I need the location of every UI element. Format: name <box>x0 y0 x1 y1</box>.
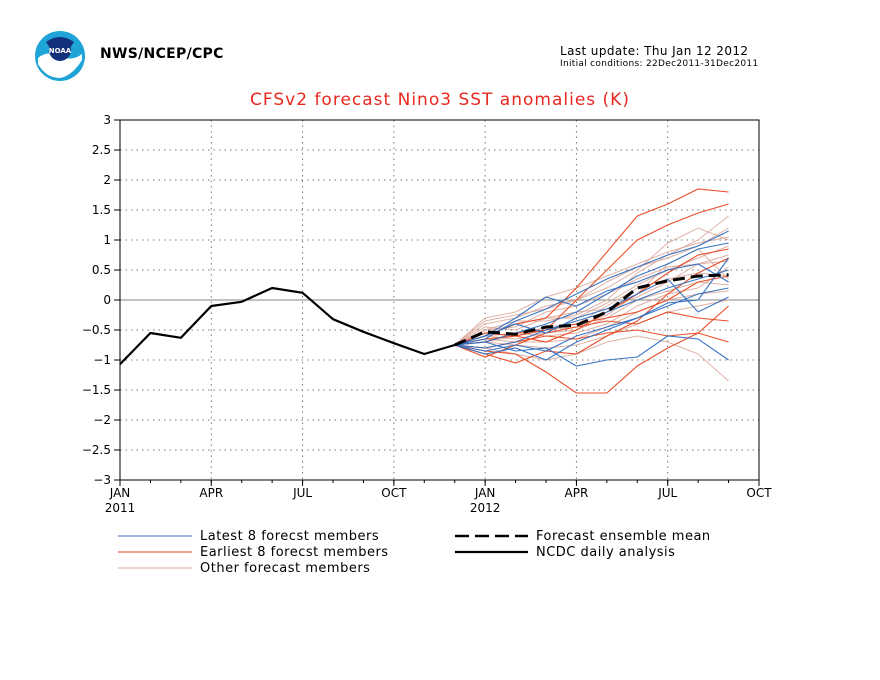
earliest-member-line <box>454 275 729 346</box>
x-tick-label: APR <box>565 486 589 500</box>
legend-label-analysis: NCDC daily analysis <box>536 545 675 560</box>
other-member-line <box>454 290 729 346</box>
series-lines <box>119 188 730 394</box>
y-tick-label: −1.5 <box>82 383 111 397</box>
other-member-line <box>454 248 729 346</box>
x-tick-label: JAN <box>109 486 131 500</box>
latest-member-line <box>454 242 729 346</box>
chart-title: CFSv2 forecast Nino3 SST anomalies (K) <box>250 90 630 110</box>
y-tick-label: 0 <box>103 293 111 307</box>
plot-frame <box>119 119 760 481</box>
y-tick-label: 1.5 <box>92 203 111 217</box>
x-tick-label: JUL <box>292 486 312 500</box>
x-tick-label: APR <box>199 486 223 500</box>
other-member-line <box>454 227 729 346</box>
last-update-text: Last update: Thu Jan 12 2012 <box>560 44 749 58</box>
x-year-label: 2012 <box>470 501 501 515</box>
x-tick-label: OCT <box>381 486 407 500</box>
y-tick-label: 2.5 <box>92 143 111 157</box>
earliest-member-line <box>454 305 729 394</box>
earliest-member-line <box>454 248 729 346</box>
agency-label: NWS/NCEP/CPC <box>100 46 224 62</box>
y-tick-label: 0.5 <box>92 263 111 277</box>
y-tick-label: 2 <box>103 173 111 187</box>
y-tick-label: 1 <box>103 233 111 247</box>
latest-member-line <box>454 269 729 349</box>
x-year-label: 2011 <box>105 501 136 515</box>
latest-member-line <box>454 278 729 346</box>
legend-label-latest: Latest 8 forecst members <box>200 529 379 544</box>
y-tick-label: −3 <box>93 473 111 487</box>
svg-text:NOAA: NOAA <box>49 47 72 55</box>
y-tick-label: −2 <box>93 413 111 427</box>
legend-label-mean: Forecast ensemble mean <box>536 529 711 544</box>
grid-lines <box>120 120 759 480</box>
other-member-line <box>454 215 729 346</box>
latest-member-line <box>454 335 729 367</box>
x-tick-label: JUL <box>657 486 677 500</box>
latest-member-line <box>454 257 730 361</box>
other-member-line <box>454 260 729 346</box>
other-member-line <box>454 299 729 349</box>
y-tick-label: −0.5 <box>82 323 111 337</box>
x-tick-label: JAN <box>474 486 496 500</box>
y-tick-label: −2.5 <box>82 443 111 457</box>
other-member-line <box>454 227 729 346</box>
y-tick-label: −1 <box>93 353 111 367</box>
ncdc-analysis-line <box>119 286 456 365</box>
x-tick-label: OCT <box>746 486 772 500</box>
legend-label-earliest: Earliest 8 forecst members <box>200 545 389 560</box>
legend-label-other: Other forecast members <box>200 561 370 576</box>
ensemble-mean-line <box>454 273 729 347</box>
noaa-logo: NOAA <box>34 30 86 82</box>
y-tick-label: 3 <box>103 113 111 127</box>
latest-member-line <box>454 287 729 352</box>
latest-member-line <box>454 263 729 346</box>
initial-conditions-text: Initial conditions: 22Dec2011-31Dec2011 <box>560 59 759 69</box>
